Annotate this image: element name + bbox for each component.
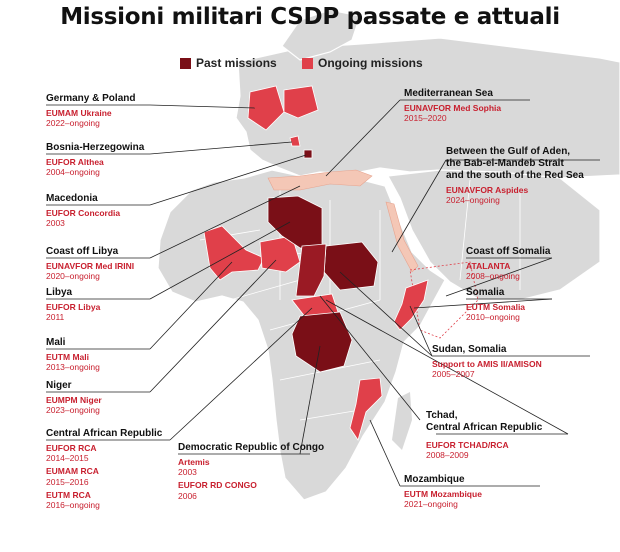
mission-years: 2004–ongoing xyxy=(46,167,100,178)
bosnia-ongoing xyxy=(289,135,301,147)
mission-name: EUFOR Althea xyxy=(46,157,104,167)
mission-name: EUFOR Libya xyxy=(46,302,101,312)
region-name: Sudan, Somalia xyxy=(432,344,507,355)
region-name: Libya xyxy=(46,287,73,298)
label-somalia: Somalia EUTM Somalia 2010–ongoing xyxy=(466,287,525,322)
mission-years: 2015–2020 xyxy=(404,113,447,124)
label-macedonia: Macedonia EUFOR Concordia 2003 xyxy=(46,193,120,228)
region-name: and the south of the Red Sea xyxy=(446,170,584,181)
mission-years: 2013–ongoing xyxy=(46,362,100,373)
somalia-sea-zone xyxy=(409,261,479,339)
mission-years: 2010–ongoing xyxy=(466,312,520,323)
label-libya: Libya EUFOR Libya 2011 xyxy=(46,287,100,322)
legend-ongoing-swatch xyxy=(302,57,313,69)
macedonia-past xyxy=(303,149,313,159)
legend-past-swatch xyxy=(180,57,191,69)
region-name: Bosnia-Herzegowina xyxy=(46,142,145,153)
mission-years: 2008–ongoing xyxy=(466,271,520,282)
legend-ongoing: Ongoing missions xyxy=(302,56,423,70)
region-name: Democratic Republic of Congo xyxy=(178,442,325,453)
mission-name: EUMPM Niger xyxy=(46,395,102,405)
region-name: Germany & Poland xyxy=(46,93,136,104)
region-name: Mediterranean Sea xyxy=(404,88,493,99)
label-drc: Democratic Republic of Congo Artemis 200… xyxy=(178,442,324,501)
legend-past: Past missions xyxy=(180,56,277,70)
mission-name: Support to AMIS II/AMISON xyxy=(432,359,542,369)
label-bosnia: Bosnia-Herzegowina EUFOR Althea 2004–ong… xyxy=(46,142,144,177)
mission-years: 2014–2015 xyxy=(46,453,89,464)
label-sudan-somalia: Sudan, Somalia Support to AMIS II/AMISON… xyxy=(432,344,542,379)
madagascar-landmass xyxy=(392,392,412,450)
chad-past xyxy=(295,243,327,297)
mission-years: 2016–ongoing xyxy=(46,499,100,510)
region-name: Central African Republic xyxy=(46,428,163,439)
mission-years: 2023–ongoing xyxy=(46,405,100,416)
europe-landmass xyxy=(235,37,620,181)
label-rules xyxy=(46,99,600,487)
mission-name: EUTM Mali xyxy=(46,352,89,362)
mozambique-ongoing xyxy=(349,377,383,441)
region-name: Somalia xyxy=(466,287,505,298)
mission-name: EUTM RCA xyxy=(46,489,91,500)
mission-name: EUFOR Concordia xyxy=(46,208,121,218)
mission-years: 2005–2007 xyxy=(432,369,475,380)
mission-years: 2011 xyxy=(46,312,65,323)
mission-name: EUMAM Ukraine xyxy=(46,108,112,118)
mission-years: 2003 xyxy=(46,218,65,229)
label-tchad: Tchad, Central African Republic EUFOR TC… xyxy=(426,410,542,460)
drc-past xyxy=(291,311,353,373)
region-name: Between the Gulf of Aden, xyxy=(446,146,571,157)
mission-years: 2020–ongoing xyxy=(46,271,100,282)
legend-ongoing-label: Ongoing missions xyxy=(318,56,423,70)
mission-name: EUNAVFOR Aspides xyxy=(446,185,529,195)
poland-ongoing xyxy=(283,85,319,119)
region-name: Coast off Libya xyxy=(46,246,119,257)
label-germany-poland: Germany & Poland EUMAM Ukraine 2022–ongo… xyxy=(46,93,135,128)
mediterranean-zone xyxy=(267,169,373,191)
mission-years: 2003 xyxy=(178,467,197,478)
mission-years: 2008–2009 xyxy=(426,450,469,461)
red-sea-zone xyxy=(385,201,419,273)
mission-name: EUFOR RD CONGO xyxy=(178,480,257,491)
region-name: Macedonia xyxy=(46,193,98,204)
somalia-ongoing xyxy=(393,279,429,331)
label-niger: Niger EUMPM Niger 2023–ongoing xyxy=(46,380,102,415)
label-coast-libya: Coast off Libya EUNAVFOR Med IRINI 2020–… xyxy=(46,246,134,281)
arabia-landmass xyxy=(387,169,601,301)
germany-ongoing xyxy=(247,85,285,131)
mission-name: EUNAVFOR Med IRINI xyxy=(46,261,135,271)
mission-years: 2024–ongoing xyxy=(446,195,500,206)
mission-name: ATALANTA xyxy=(466,261,511,271)
region-name: Tchad, xyxy=(426,410,458,421)
region-name: Mozambique xyxy=(404,474,465,485)
legend-past-label: Past missions xyxy=(196,56,277,70)
label-mali: Mali EUTM Mali 2013–ongoing xyxy=(46,337,100,372)
mission-name: EUFOR TCHAD/RCA xyxy=(426,440,509,450)
mission-name: EUMAM RCA xyxy=(46,466,99,477)
region-name: Central African Republic xyxy=(426,422,543,433)
mission-name: EUFOR RCA xyxy=(46,443,97,453)
label-coast-somalia: Coast off Somalia ATALANTA 2008–ongoing xyxy=(466,246,550,281)
leader-lines xyxy=(149,99,569,487)
mission-name: EUTM Mozambique xyxy=(404,489,482,499)
mission-name: EUTM Somalia xyxy=(466,302,526,312)
region-name: Coast off Somalia xyxy=(466,246,551,257)
label-aden: Between the Gulf of Aden, the Bab-el-Man… xyxy=(446,146,584,205)
region-name: Niger xyxy=(46,380,72,391)
mission-years: 2022–ongoing xyxy=(46,118,100,129)
mission-years: 2021–ongoing xyxy=(404,499,458,510)
mission-years: 2015–2016 xyxy=(46,476,89,487)
mission-name: Artemis xyxy=(178,457,210,467)
label-car: Central African Republic EUFOR RCA 2014–… xyxy=(46,428,162,510)
mission-name: EUNAVFOR Med Sophia xyxy=(404,103,502,113)
label-mediterranean: Mediterranean Sea EUNAVFOR Med Sophia 20… xyxy=(404,88,501,123)
mission-years: 2006 xyxy=(178,490,197,501)
region-name: the Bab-el-Mandeb Strait xyxy=(446,158,564,169)
map-title: Missioni militari CSDP passate e attuali xyxy=(60,4,560,30)
label-mozambique: Mozambique EUTM Mozambique 2021–ongoing xyxy=(404,474,482,509)
region-name: Mali xyxy=(46,337,66,348)
